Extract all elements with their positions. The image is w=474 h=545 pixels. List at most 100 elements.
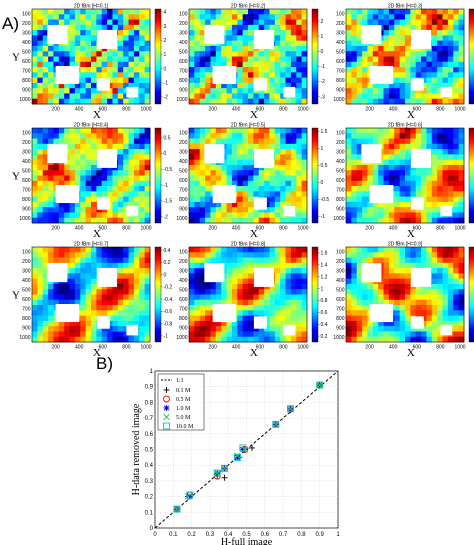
heatmap-cell — [356, 154, 363, 161]
y-tick-label: 200 — [336, 21, 345, 27]
heatmap-cell — [139, 247, 146, 253]
heatmap-cell — [205, 299, 211, 306]
heatmap-cell — [231, 320, 238, 327]
heatmap-cell — [133, 268, 140, 274]
heatmap-cell — [210, 82, 217, 89]
heatmap-cell — [437, 180, 443, 187]
data-point — [316, 381, 324, 389]
heatmap-cell — [96, 186, 103, 192]
heatmap-cell — [301, 294, 308, 301]
heatmap-cell — [264, 180, 270, 187]
heatmap-cell — [285, 24, 292, 31]
heatmap-cell — [37, 19, 44, 26]
heatmap-cell — [139, 133, 146, 139]
heatmap-cell — [117, 336, 124, 343]
heatmap-cell — [447, 72, 454, 79]
heatmap-cell — [410, 51, 417, 57]
heatmap-cell — [356, 289, 363, 295]
heatmap-cell — [221, 247, 227, 253]
heatmap-cell — [274, 294, 281, 301]
heatmap-cell — [394, 201, 401, 208]
x-tick-label: 1000 — [140, 345, 151, 351]
heatmap-cell — [274, 299, 281, 306]
heatmap-cell — [85, 257, 92, 264]
heatmap-cell — [85, 138, 92, 145]
heatmap-cell — [194, 289, 201, 295]
colorbar-tick-label: 3 — [164, 24, 167, 30]
heatmap-cell — [189, 191, 195, 198]
heatmap-cell — [231, 217, 238, 224]
heatmap-cell — [32, 252, 38, 258]
heatmap-cell — [194, 207, 201, 213]
heatmap-cell — [253, 19, 260, 26]
heatmap-cell — [205, 98, 211, 105]
heatmap-cell — [258, 19, 265, 26]
heatmap-cell — [133, 61, 140, 68]
heatmap-cell — [258, 262, 265, 269]
heatmap-cell — [415, 61, 422, 68]
heatmap-cell — [144, 88, 151, 94]
data-point — [286, 405, 294, 413]
heatmap-cell — [437, 128, 443, 134]
heatmap-cell — [48, 19, 54, 26]
heatmap-cell — [123, 336, 129, 343]
heatmap-cell — [144, 326, 151, 332]
heatmap-cell — [346, 320, 352, 327]
heatmap-cell — [394, 35, 401, 42]
heatmap-cell — [80, 299, 87, 306]
heatmap-cell — [248, 336, 254, 343]
heatmap-cell — [458, 88, 465, 94]
heatmap-cell — [301, 35, 308, 42]
heatmap-cell — [290, 201, 297, 208]
heatmap-cell — [69, 61, 76, 68]
heatmap-cell — [133, 305, 140, 311]
heatmap-cell — [458, 320, 465, 327]
heatmap-cell — [394, 61, 401, 68]
heatmap-cell — [280, 30, 286, 36]
heatmap-cell — [210, 331, 217, 338]
heatmap-cell — [447, 217, 454, 224]
heatmap-cell — [356, 320, 363, 327]
heatmap-cell — [248, 45, 254, 52]
y-tick-label: 100 — [336, 250, 345, 256]
heatmap-cell — [231, 88, 238, 94]
scatter-y-tick-label: 0.5 — [145, 448, 154, 454]
heatmap-cell — [139, 273, 146, 280]
heatmap-cell — [367, 217, 374, 224]
heatmap-cell — [367, 257, 374, 264]
colorbar-tick-label: -1 — [164, 81, 169, 87]
heatmap-cell — [301, 175, 308, 182]
heatmap-cell — [64, 207, 70, 213]
heatmap-cell — [74, 175, 81, 182]
heatmap-cell — [346, 289, 352, 295]
heatmap-cell — [415, 51, 422, 57]
heatmap-cell — [388, 262, 395, 269]
heatmap-cell — [237, 294, 244, 301]
heatmap-cell — [133, 40, 140, 47]
heatmap-cell — [53, 299, 60, 306]
x-tick-label: 200 — [51, 226, 60, 232]
scatter-y-tick-label: 0.6 — [145, 432, 154, 438]
heatmap-cell — [221, 45, 227, 52]
heatmap-cell — [274, 19, 281, 26]
heatmap-cell — [32, 88, 38, 94]
heatmap-cell — [290, 9, 297, 15]
heatmap-cell — [296, 299, 303, 306]
heatmap-cell — [280, 159, 286, 166]
heatmap-cell — [399, 61, 406, 68]
heatmap-cell — [85, 61, 92, 68]
heatmap-cell — [264, 294, 270, 301]
heatmap-cell — [194, 305, 201, 311]
heatmap-cell — [69, 164, 76, 171]
heatmap-cell — [64, 45, 70, 52]
heatmap-cell — [301, 51, 308, 57]
heatmap-cell — [415, 262, 422, 269]
heatmap-cell — [301, 278, 308, 285]
heatmap-cell — [290, 247, 297, 253]
heatmap-cell — [367, 320, 374, 327]
heatmap-cell — [123, 320, 129, 327]
heatmap-cell — [346, 207, 352, 213]
heatmap-cell — [301, 283, 308, 290]
heatmap-cell — [42, 24, 49, 31]
removed-data-square — [369, 185, 394, 204]
